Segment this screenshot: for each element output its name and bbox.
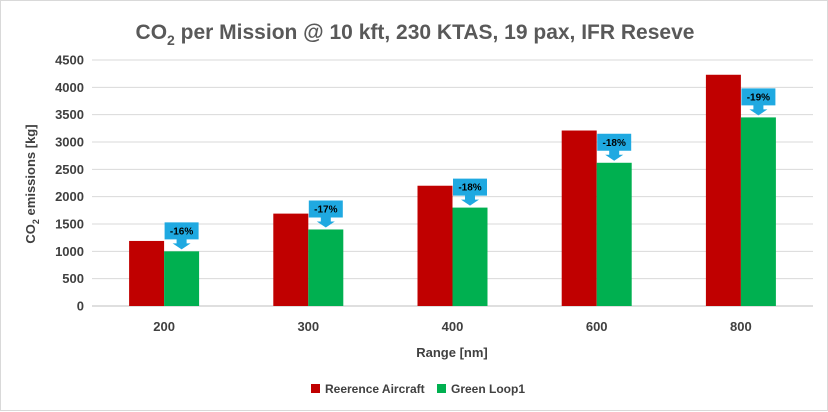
x-tick-label: 300 [297,319,319,334]
bar-green-loop-800 [740,117,776,307]
y-tick-label: 2500 [55,162,84,177]
bar-reference-600 [561,130,597,306]
callout-label: -18% [458,183,481,194]
y-axis-label: CO2 emissions [kg] [23,124,41,243]
bar-green-loop-400 [452,207,488,306]
bar-reference-200 [129,240,165,306]
y-tick-label: 4500 [55,53,84,68]
callout-label: -19% [747,92,770,103]
bar-green-loop-300 [308,229,344,306]
callout-label: -18% [603,138,626,149]
bar-reference-800 [705,74,741,306]
x-tick-label: 600 [586,319,608,334]
callouts: -16% -17% -18% -18% -19% [164,88,776,250]
bars [129,74,776,307]
bar-green-loop-600 [596,162,632,306]
x-tick-label: 800 [730,319,752,334]
legend-swatch-reference [311,384,320,393]
callout-shape [308,200,343,228]
y-tick-label: 500 [62,271,84,286]
callout-200: -16% [164,222,199,250]
y-axis-label-prefix: CO [23,224,38,244]
legend-label-green-loop: Green Loop1 [451,382,525,396]
callout-label: -17% [314,204,337,215]
callout-400: -18% [453,178,487,206]
y-tick-label: 2000 [55,189,84,204]
x-tick-label: 200 [153,319,175,334]
x-axis-ticks: 200 300 400 600 800 [153,319,752,334]
legend-label-reference: Reerence Aircraft [325,382,425,396]
chart-title-suffix: per Mission @ 10 kft, 230 KTAS, 19 pax, … [175,21,695,44]
callout-800: -19% [741,88,776,116]
y-axis-ticks: 0 500 1000 1500 2000 2500 3000 3500 4000 4500 [55,53,84,314]
y-tick-label: 3000 [55,135,84,150]
y-tick-label: 1500 [55,217,84,232]
bar-reference-400 [417,185,453,306]
chart-title: CO2 per Mission @ 10 kft, 230 KTAS, 19 p… [136,21,695,48]
callout-shape [597,133,632,161]
callout-shape [453,178,487,206]
bar-reference-300 [273,213,309,306]
legend-swatch-green-loop [437,384,446,393]
chart-title-subscript: 2 [167,32,175,48]
callout-300: -17% [308,200,343,228]
x-axis-label: Range [nm] [416,345,488,360]
callout-label: -16% [170,226,193,237]
chart-title-prefix: CO [136,21,168,44]
y-tick-label: 3500 [55,107,84,122]
callout-shape [164,222,199,250]
x-tick-label: 400 [442,319,464,334]
callout-600: -18% [597,133,632,161]
y-tick-label: 0 [77,299,84,314]
y-axis-label-subscript: 2 [31,219,41,224]
callout-shape [741,88,776,116]
y-axis-label-suffix: emissions [kg] [23,124,38,219]
y-tick-label: 1000 [55,244,84,259]
y-tick-label: 4000 [55,80,84,95]
bar-green-loop-200 [164,251,200,306]
legend: Reerence Aircraft Green Loop1 [311,382,525,396]
